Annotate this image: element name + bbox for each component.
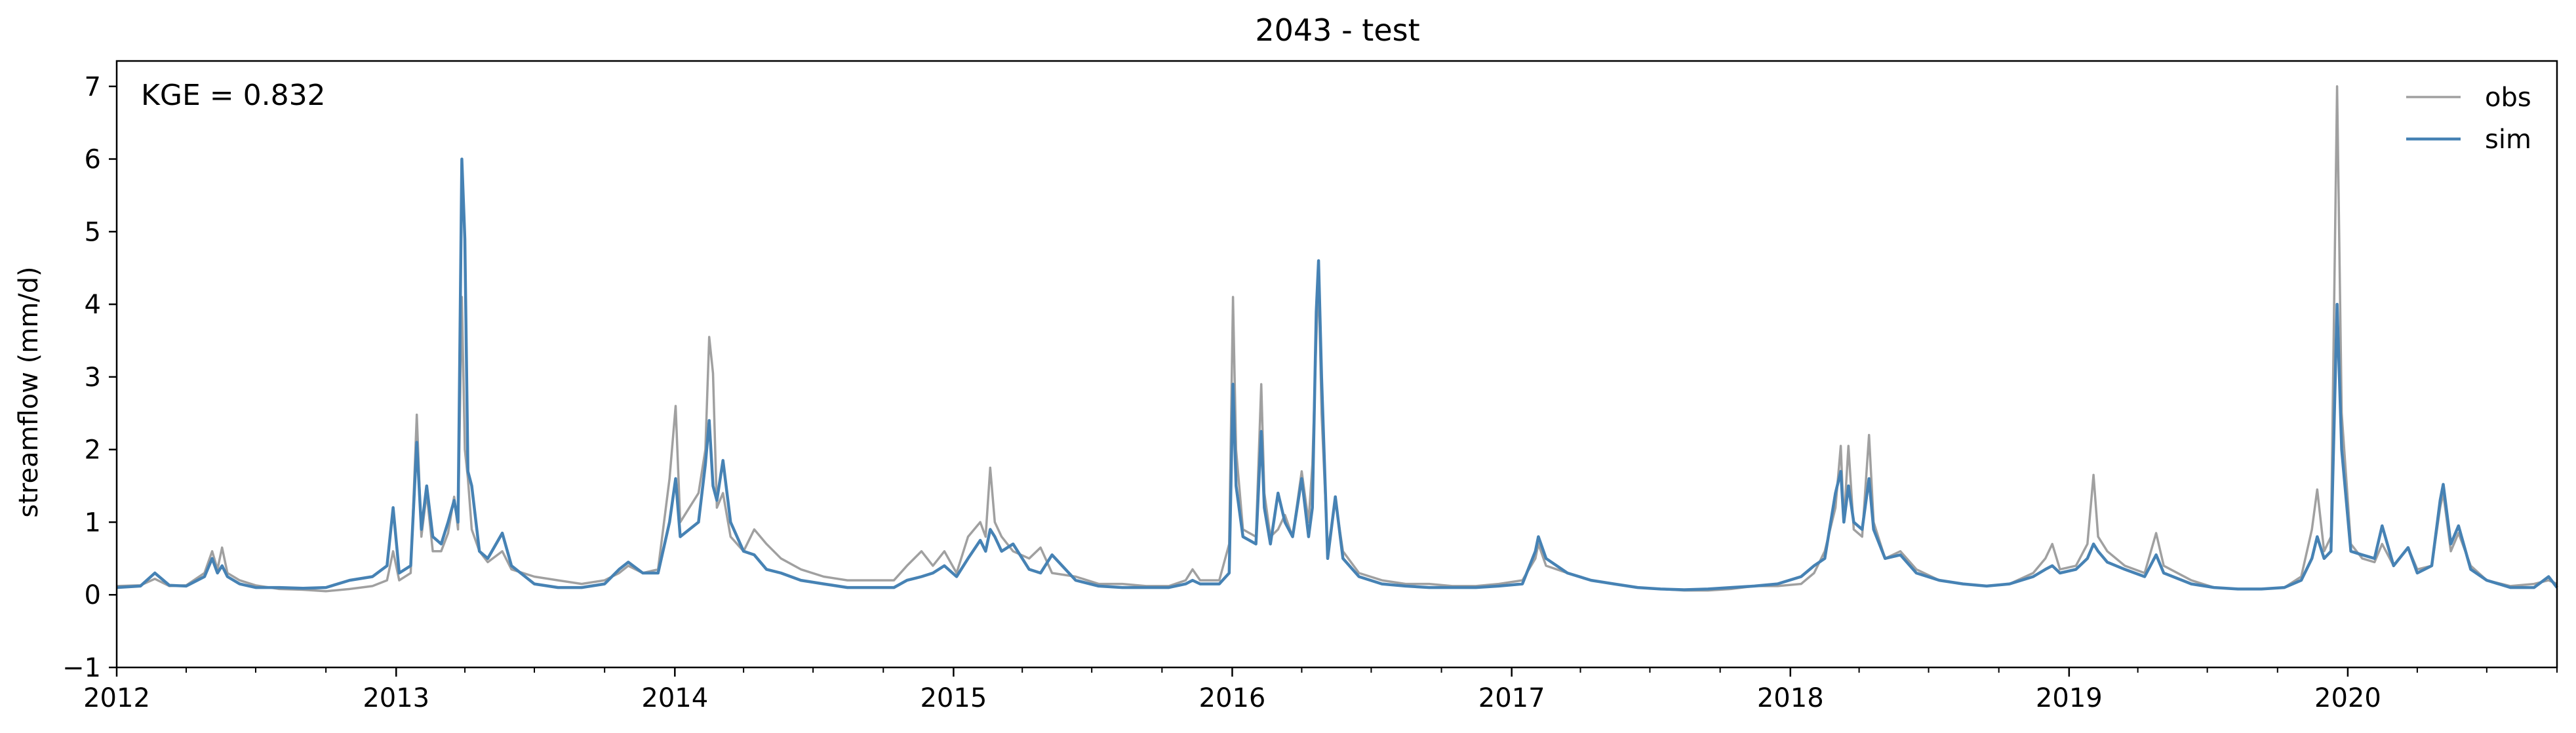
y-tick-label: 6	[85, 145, 101, 175]
x-tick-label: 2020	[2314, 683, 2381, 713]
axes-frame	[115, 60, 2558, 669]
chart-title: 2043 - test	[1255, 12, 1419, 48]
legend: obs sim	[2406, 83, 2531, 155]
series-group	[116, 85, 2558, 593]
legend-label-obs: obs	[2485, 83, 2531, 113]
y-tick-label: 3	[85, 363, 101, 393]
x-tick-label: 2016	[1199, 683, 1266, 713]
x-tick-label: 2014	[641, 683, 708, 713]
y-tick-label: 4	[85, 290, 101, 320]
y-tick-label: −1	[62, 653, 101, 683]
x-tick-label: 2017	[1478, 683, 1545, 713]
x-tick-label: 2015	[920, 683, 987, 713]
y-axis-ticks: −1 0 1 2 3 4 5 6 7	[62, 72, 117, 683]
y-tick-label: 5	[85, 217, 101, 247]
y-tick-label: 7	[85, 72, 101, 102]
x-tick-label: 2018	[1757, 683, 1824, 713]
series-line-sim	[116, 157, 2558, 591]
kge-annotation: KGE = 0.832	[141, 79, 326, 112]
x-tick-label: 2019	[2036, 683, 2103, 713]
y-tick-label: 2	[85, 435, 101, 466]
y-tick-label: 1	[85, 507, 101, 538]
y-axis-label: streamflow (mm/d)	[14, 266, 44, 517]
legend-label-sim: sim	[2485, 125, 2531, 155]
x-tick-label: 2013	[363, 683, 429, 713]
x-axis-ticks: 2012 2013 2014 2015 2016 2017 2018 2019 2020	[83, 667, 2558, 713]
y-tick-label: 0	[85, 580, 101, 610]
x-tick-label: 2012	[83, 683, 150, 713]
